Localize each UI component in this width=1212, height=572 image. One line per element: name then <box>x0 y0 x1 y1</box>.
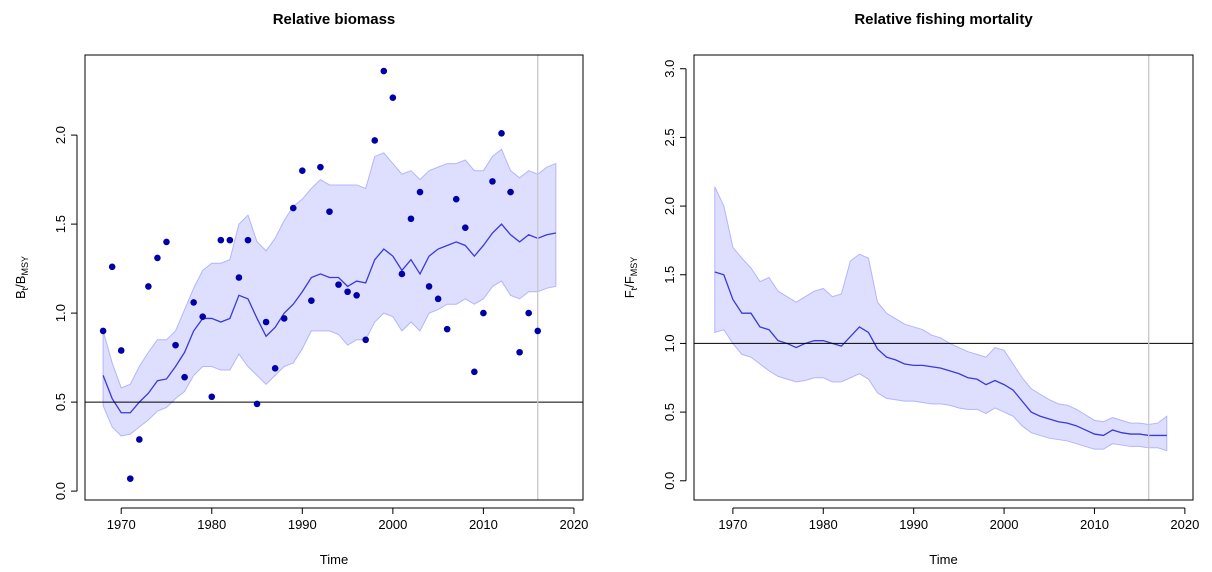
observation-point <box>117 347 125 354</box>
x-tick-label: 1970 <box>718 517 747 532</box>
y-axis-label: Bt/BMSY <box>13 256 30 299</box>
observation-point <box>507 188 514 196</box>
observation-point <box>353 292 360 299</box>
observation-point <box>498 130 505 137</box>
observation-point <box>389 94 397 102</box>
observation-point <box>217 236 225 244</box>
y-axis-label-part: /F <box>622 276 637 288</box>
y-tick-label: 0.5 <box>662 403 677 421</box>
x-tick-label: 2020 <box>1170 517 1199 532</box>
y-tick-label: 2.5 <box>662 128 677 146</box>
observation-point <box>326 208 333 215</box>
observation-point <box>199 313 207 320</box>
observation-point <box>181 373 188 381</box>
observation-point <box>154 254 161 262</box>
observation-point <box>516 348 523 356</box>
observation-point <box>362 336 369 344</box>
observation-point <box>99 327 107 335</box>
y-tick-label: 1.0 <box>53 304 68 322</box>
observation-point <box>534 327 542 335</box>
observation-point <box>489 178 496 185</box>
observation-point <box>280 315 288 322</box>
observation-point <box>262 318 270 326</box>
observation-point <box>136 436 143 443</box>
x-tick-label: 1970 <box>107 517 136 532</box>
observation-point <box>299 167 306 174</box>
median-line <box>102 223 556 414</box>
observation-point <box>235 274 243 281</box>
x-tick-label: 1990 <box>899 517 928 532</box>
observation-point <box>380 67 388 75</box>
y-axis-label-part: B <box>13 290 28 299</box>
y-tick-label: 0.5 <box>53 393 68 411</box>
observation-point <box>190 299 197 306</box>
observation-point <box>226 236 234 244</box>
observation-point <box>480 309 487 317</box>
observation-point <box>308 297 315 304</box>
y-tick-label: 0.0 <box>53 482 68 500</box>
observation-point <box>208 393 216 401</box>
confidence-band <box>102 148 557 437</box>
y-axis-label-part: t <box>20 287 30 290</box>
x-axis-label: Time <box>929 552 957 567</box>
x-tick-label: 2010 <box>469 517 498 532</box>
observation-point <box>108 263 116 271</box>
y-axis-label-part: t <box>629 287 639 290</box>
x-tick-label: 2010 <box>1080 517 1109 532</box>
y-axis-label-part: F <box>622 290 637 298</box>
observation-point <box>407 215 415 223</box>
x-tick-label: 1980 <box>809 517 838 532</box>
confidence-band <box>714 186 1168 452</box>
y-tick-label: 1.5 <box>53 215 68 233</box>
x-tick-label: 1980 <box>197 517 226 532</box>
y-tick-label: 2.0 <box>662 197 677 215</box>
panel: Relative fishing mortality Time Ft/FMSY 197… <box>622 11 1199 567</box>
observation-point <box>398 270 406 278</box>
observation-point <box>289 204 297 212</box>
panel: Relative biomass Time Bt/BMSY 1970 1980 1990 2… <box>13 11 588 567</box>
x-tick-label: 2000 <box>378 517 407 532</box>
observation-point <box>271 364 279 372</box>
plot-frame <box>84 54 584 501</box>
observation-point <box>471 368 478 376</box>
observation-point <box>344 288 351 296</box>
median-line <box>714 271 1167 437</box>
chart-title: Relative fishing mortality <box>854 11 1033 28</box>
observation-point <box>172 341 179 349</box>
observation-point <box>525 309 532 317</box>
observation-point <box>317 163 324 171</box>
observation-point <box>443 325 451 333</box>
x-tick-label: 1990 <box>288 517 317 532</box>
observation-point <box>126 475 134 482</box>
y-tick-label: 2.0 <box>53 126 68 144</box>
y-axis-label-part: MSY <box>20 256 30 276</box>
y-tick-label: 0.0 <box>662 472 677 490</box>
y-axis-label: Ft/FMSY <box>622 257 639 299</box>
observation-point <box>253 400 261 408</box>
y-axis-label-part: /B <box>13 276 28 288</box>
y-tick-label: 3.0 <box>662 60 677 78</box>
observation-point <box>425 283 433 290</box>
observation-point <box>244 236 252 244</box>
x-axis-label: Time <box>320 552 348 567</box>
x-tick-label: 2020 <box>559 517 588 532</box>
observation-point <box>335 281 342 288</box>
plot-frame <box>693 54 1194 501</box>
observation-point <box>434 295 442 303</box>
x-tick-label: 2000 <box>990 517 1019 532</box>
observation-point <box>416 188 424 196</box>
chart-title: Relative biomass <box>273 11 396 28</box>
observation-point <box>163 238 170 246</box>
observation-point <box>145 283 152 290</box>
y-axis-label-part: MSY <box>629 257 639 277</box>
observation-point <box>371 137 379 144</box>
observation-point <box>452 195 460 203</box>
y-tick-label: 1.0 <box>662 334 677 352</box>
y-tick-label: 1.5 <box>662 266 677 284</box>
observation-point <box>461 224 469 231</box>
